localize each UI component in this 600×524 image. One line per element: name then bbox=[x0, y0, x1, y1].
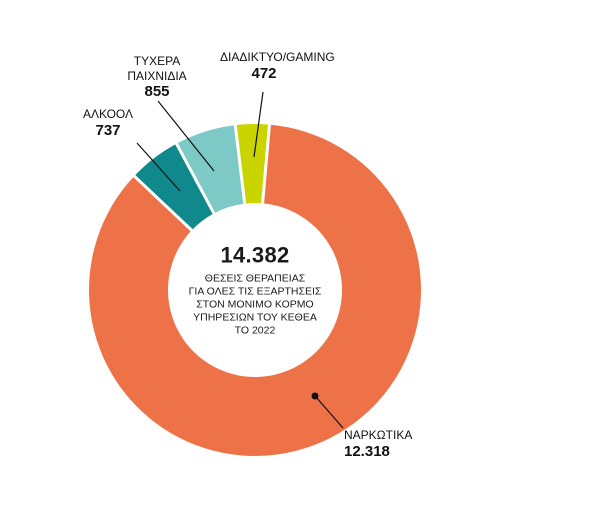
total-value: 14.382 bbox=[220, 242, 290, 268]
callout-gambling-value: 855 bbox=[144, 83, 170, 100]
donut-segment-alcohol bbox=[134, 143, 214, 231]
callout-gambling: ΤΥΧΕΡΑ ΠΑΙΧΝΙΔΙΑ 855 bbox=[120, 54, 194, 101]
center-text-line-1: ΘΕΣΕΙΣ ΘΕΡΑΠΕΙΑΣ bbox=[204, 272, 306, 285]
callout-alcohol: ΑΛΚΟΟΛ 737 bbox=[72, 107, 144, 140]
alcohol-leader-line bbox=[136, 142, 181, 192]
segment-separator bbox=[132, 173, 194, 233]
donut-segment-internet-gaming bbox=[235, 123, 270, 204]
segment-separator bbox=[174, 141, 216, 215]
donut-center-text: 14.382 ΘΕΣΕΙΣ ΘΕΡΑΠΕΙΑΣ ΓΙΑ ΟΛΕΣ ΤΙΣ ΕΞΑ… bbox=[170, 243, 340, 338]
callout-internet-gaming-value: 472 bbox=[251, 64, 277, 82]
callout-narcotics-value: 12.318 bbox=[344, 442, 390, 460]
segment-separator bbox=[233, 123, 247, 205]
callout-narcotics-label: ΝΑΡΚΩΤΙΚΑ bbox=[344, 428, 413, 442]
narcotics-leader-line bbox=[315, 396, 344, 429]
donut-segments bbox=[89, 123, 422, 456]
center-text-line-5: ΤΟ 2022 bbox=[234, 324, 276, 337]
center-text-line-4: ΥΠΗΡΕΣΙΩΝ ΤΟΥ ΚΕΘΕΑ bbox=[193, 311, 317, 324]
donut-separators bbox=[132, 123, 272, 233]
callout-gambling-label: ΤΥΧΕΡΑ ΠΑΙΧΝΙΔΙΑ bbox=[127, 54, 187, 83]
callout-alcohol-label: ΑΛΚΟΟΛ bbox=[82, 107, 134, 121]
donut-segment-narcotics bbox=[89, 124, 422, 456]
center-text-line-2: ΓΙΑ ΟΛΕΣ ΤΙΣ ΕΞΑΡΤΗΣΕΙΣ bbox=[188, 285, 322, 298]
center-text-line-3: ΣΤΟΝ ΜΟΝΙΜΟ ΚΟΡΜΟ bbox=[196, 298, 314, 311]
callout-narcotics: ΝΑΡΚΩΤΙΚΑ 12.318 bbox=[344, 428, 444, 461]
gambling-leader-line bbox=[157, 100, 215, 172]
callout-internet-gaming-label: ΔΙΑΔΙΚΤΥΟ/GAMING bbox=[220, 50, 335, 64]
callout-alcohol-value: 737 bbox=[95, 121, 121, 139]
segment-separator bbox=[261, 123, 272, 205]
internet-gaming-leader-line bbox=[253, 91, 264, 158]
narcotics-marker-dot bbox=[311, 392, 319, 400]
leader-lines bbox=[136, 91, 344, 429]
donut-segment-gambling bbox=[176, 125, 245, 214]
callout-internet-gaming: ΔΙΑΔΙΚΤΥΟ/GAMING 472 bbox=[220, 50, 352, 83]
